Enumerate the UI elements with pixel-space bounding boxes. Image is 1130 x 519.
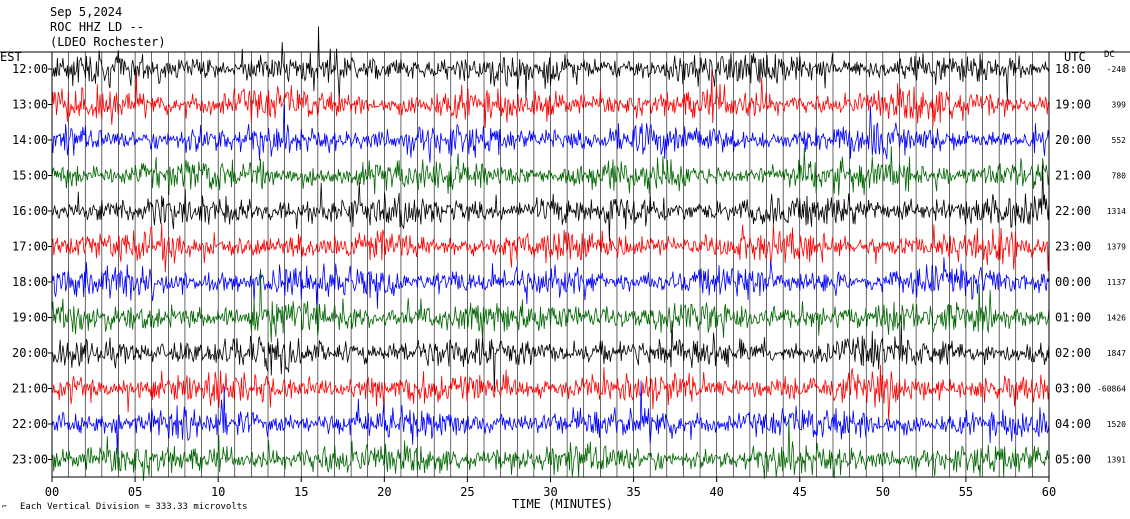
dc-offset-value: 1391 [1107, 456, 1126, 465]
est-hour-label: 23:00 [12, 453, 48, 467]
utc-hour-label: 22:00 [1055, 204, 1091, 218]
dc-offset-value: 1379 [1107, 243, 1126, 252]
utc-hour-label: 04:00 [1055, 417, 1091, 431]
seismic-traces [51, 26, 1050, 481]
trace-row [51, 418, 1050, 481]
dc-offset-value: 1314 [1107, 207, 1126, 216]
est-hour-label: 17:00 [12, 240, 48, 254]
x-tick-label: 55 [959, 485, 973, 499]
utc-hour-label: 21:00 [1055, 169, 1091, 183]
utc-hour-label: 18:00 [1055, 62, 1091, 76]
est-hour-label: 13:00 [12, 98, 48, 112]
trace-row [51, 68, 1050, 128]
utc-hour-label: 01:00 [1055, 311, 1091, 325]
trace-row [51, 364, 1050, 421]
est-hour-label: 19:00 [12, 311, 48, 325]
x-axis-title: TIME (MINUTES) [512, 497, 613, 511]
est-hour-label: 16:00 [12, 204, 48, 218]
x-tick-label: 45 [793, 485, 807, 499]
trace-row [51, 104, 1050, 163]
right-timezone-label: UTC [1064, 50, 1086, 64]
utc-hour-label: 23:00 [1055, 240, 1091, 254]
est-hour-label: 14:00 [12, 133, 48, 147]
est-hour-label: 20:00 [12, 346, 48, 360]
trace-row [51, 268, 1050, 343]
est-hour-label: 18:00 [12, 275, 48, 289]
utc-hour-label: 03:00 [1055, 382, 1091, 396]
est-hour-label: 22:00 [12, 417, 48, 431]
left-timezone-label: EST [0, 50, 22, 64]
time-gridlines [51, 52, 1050, 477]
utc-hour-label: 02:00 [1055, 346, 1091, 360]
x-tick-label: 50 [876, 485, 890, 499]
row-labels: 12:00 18:00 -240 13:00 19:00 399 14:00 20:00 552… [12, 62, 1126, 467]
dc-offset-value: 780 [1112, 172, 1127, 181]
dc-offset-value: 1137 [1107, 278, 1126, 287]
dc-offset-value: 1847 [1107, 349, 1126, 358]
est-hour-label: 15:00 [12, 169, 48, 183]
x-tick-label: 30 [543, 485, 557, 499]
dc-offset-value: -60864 [1097, 385, 1126, 394]
x-tick-label: 60 [1042, 485, 1056, 499]
utc-hour-label: 00:00 [1055, 275, 1091, 289]
station-location: (LDEO Rochester) [50, 35, 166, 49]
est-hour-label: 21:00 [12, 382, 48, 396]
dc-offset-value: 1426 [1107, 314, 1126, 323]
trace-row [51, 257, 1050, 309]
dc-offset-value: 1520 [1107, 420, 1126, 429]
est-hour-label: 12:00 [12, 62, 48, 76]
utc-hour-label: 19:00 [1055, 98, 1091, 112]
utc-hour-label: 05:00 [1055, 453, 1091, 467]
scale-note: Each Vertical Division = 333.33 microvol… [20, 502, 248, 512]
record-date: Sep 5,2024 [50, 5, 122, 19]
trace-row [51, 380, 1050, 455]
dc-offset-value: 552 [1112, 136, 1127, 145]
x-tick-label: 35 [626, 485, 640, 499]
x-tick-label: 20 [377, 485, 391, 499]
x-tick-label: 10 [211, 485, 225, 499]
dc-offset-header: DC [1104, 50, 1115, 60]
trace-row [51, 26, 1050, 102]
trace-row [51, 146, 1050, 196]
x-tick-label: 00 [45, 485, 59, 499]
seismometer-icon: ⌐ [2, 502, 7, 511]
x-tick-label: 25 [460, 485, 474, 499]
x-tick-label: 15 [294, 485, 308, 499]
x-axis-ticks: 00 05 10 15 20 25 30 35 40 45 50 55 60 [45, 477, 1056, 499]
station-code: ROC HHZ LD -- [50, 20, 144, 34]
trace-row [51, 165, 1050, 242]
trace-row [51, 320, 1050, 392]
dc-offset-value: 399 [1112, 101, 1127, 110]
trace-row [51, 223, 1050, 273]
utc-hour-label: 20:00 [1055, 133, 1091, 147]
x-tick-label: 40 [709, 485, 723, 499]
dc-offset-value: -240 [1107, 65, 1126, 74]
x-tick-label: 05 [128, 485, 142, 499]
